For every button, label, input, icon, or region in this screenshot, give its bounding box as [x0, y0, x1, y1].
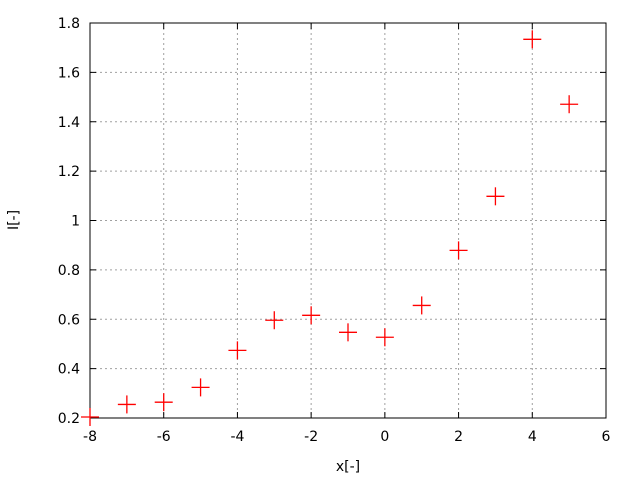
x-tick-label: 4 [528, 429, 537, 445]
data-point [228, 341, 247, 360]
ticks: -8 -6 -4 -2 0 2 4 6 0.2 0.4 0.6 0.8 1 1.2 1.4 1.6 1.8 [58, 16, 611, 445]
data-point [449, 241, 468, 260]
data-point [265, 311, 284, 330]
x-tick-label: 0 [380, 429, 389, 445]
grid [90, 23, 606, 418]
y-tick-label: 0.8 [58, 263, 80, 279]
data-point [302, 306, 321, 325]
x-tick-label: -4 [230, 429, 244, 445]
y-tick-label: 0.2 [58, 411, 80, 427]
data-point [191, 378, 210, 397]
y-tick-label: 1.8 [58, 16, 80, 32]
data-point [412, 296, 431, 315]
data-point [117, 395, 136, 414]
data-point [81, 408, 99, 427]
plot-frame [89, 22, 607, 419]
y-tick-label: 1.4 [58, 115, 80, 131]
data-point [154, 393, 173, 412]
x-tick-label: -6 [157, 429, 171, 445]
y-tick-label: 0.6 [58, 312, 80, 328]
y-tick-label: 1.6 [58, 65, 80, 81]
y-axis-label: I[-] [6, 210, 22, 230]
x-tick-label: 2 [454, 429, 463, 445]
x-tick-label: 6 [602, 429, 611, 445]
x-tick-label: -8 [83, 429, 97, 445]
y-tick-label: 0.4 [58, 362, 80, 378]
data-point [375, 328, 394, 347]
x-axis-label: x[-] [336, 459, 360, 475]
data-point [523, 30, 542, 49]
data-point [560, 95, 579, 114]
data-point [486, 187, 505, 206]
data-points [81, 30, 579, 427]
y-tick-label: 1 [71, 214, 80, 230]
data-point [339, 323, 357, 342]
y-tick-label: 1.2 [58, 164, 80, 180]
x-tick-label: -2 [304, 429, 318, 445]
